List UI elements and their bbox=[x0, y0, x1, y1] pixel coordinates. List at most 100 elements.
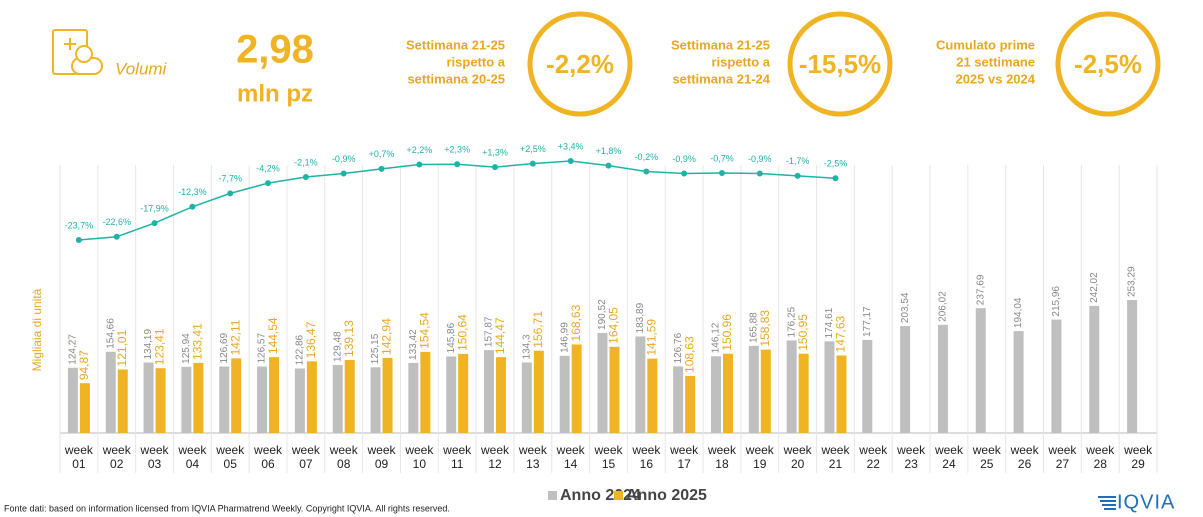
data-label: 150,96 bbox=[720, 314, 734, 351]
point bbox=[605, 162, 612, 169]
data-label: 253,29 bbox=[1127, 266, 1138, 297]
kpi-value: -2,5% bbox=[1074, 49, 1142, 79]
x-tick-label: week 04 bbox=[177, 443, 207, 471]
bar bbox=[559, 355, 570, 433]
x-tick-label: week 23 bbox=[896, 443, 926, 471]
kpi-text: Cumulato prime bbox=[936, 37, 1035, 52]
data-label: 154,54 bbox=[418, 312, 432, 349]
data-label: -7,7% bbox=[218, 174, 242, 184]
x-tick-label: week 01 bbox=[64, 443, 94, 471]
point bbox=[832, 175, 839, 182]
data-label: -0,2% bbox=[635, 152, 659, 162]
x-tick-label: week 24 bbox=[934, 443, 964, 471]
bar bbox=[533, 350, 544, 433]
x-tick-label: week 20 bbox=[783, 443, 813, 471]
data-label: 203,54 bbox=[900, 292, 911, 323]
logo: IQVIA bbox=[1117, 491, 1175, 513]
data-label: 174,61 bbox=[824, 307, 835, 338]
x-tick-label: week 10 bbox=[404, 443, 434, 471]
point bbox=[416, 161, 423, 168]
data-label: 237,69 bbox=[975, 274, 986, 305]
kpi-value: 2,98 bbox=[236, 28, 314, 72]
data-label: 150,64 bbox=[455, 314, 469, 351]
data-label: 144,54 bbox=[266, 317, 280, 354]
data-label: 194,04 bbox=[1013, 297, 1024, 328]
volume-icon bbox=[52, 29, 103, 75]
data-label: -23,7% bbox=[65, 220, 94, 230]
bar bbox=[673, 366, 684, 433]
data-label: 146,99 bbox=[559, 322, 570, 353]
data-label: 142,11 bbox=[228, 319, 242, 355]
data-label: -1,7% bbox=[786, 156, 810, 166]
bar bbox=[521, 362, 532, 433]
x-tick-label: week 25 bbox=[972, 443, 1002, 471]
x-tick-label: week 29 bbox=[1123, 443, 1153, 471]
x-tick-label: week 19 bbox=[745, 443, 775, 471]
point bbox=[340, 170, 347, 177]
kpi-text: 2025 vs 2024 bbox=[955, 71, 1035, 86]
data-label: 150,95 bbox=[796, 314, 810, 351]
kpi-text: Settimana 21-25 bbox=[671, 37, 770, 52]
data-label: -2,1% bbox=[294, 157, 318, 167]
point bbox=[265, 180, 272, 187]
data-label: 206,02 bbox=[938, 291, 949, 322]
bar bbox=[975, 308, 986, 433]
data-label: 129,48 bbox=[332, 331, 343, 362]
bar bbox=[294, 368, 305, 433]
kpi-circle bbox=[787, 11, 893, 117]
bar bbox=[269, 357, 280, 433]
x-tick-label: week 03 bbox=[140, 443, 170, 471]
data-label: -0,9% bbox=[332, 154, 356, 164]
x-tick-label: week 26 bbox=[1010, 443, 1040, 471]
x-tick-label: week 16 bbox=[631, 443, 661, 471]
data-label: -4,2% bbox=[256, 164, 280, 174]
data-label: 125,15 bbox=[370, 333, 381, 364]
data-label: 242,02 bbox=[1089, 272, 1100, 303]
x-tick-label: week 12 bbox=[480, 443, 510, 471]
source: Fonte dati: based on information license… bbox=[4, 503, 450, 513]
data-label: 164,05 bbox=[607, 307, 621, 344]
bar bbox=[332, 365, 343, 433]
data-label: 133,41 bbox=[191, 323, 205, 360]
data-label: 183,89 bbox=[635, 302, 646, 333]
bar bbox=[609, 346, 620, 433]
point bbox=[454, 161, 461, 168]
data-label: 122,86 bbox=[295, 334, 306, 365]
data-label: 168,63 bbox=[569, 304, 583, 341]
data-label: +0,7% bbox=[369, 149, 395, 159]
data-label: +2,3% bbox=[444, 145, 470, 155]
data-label: 176,25 bbox=[786, 306, 797, 337]
x-tick-label: week 13 bbox=[518, 443, 548, 471]
x-tick-label: week 21 bbox=[820, 443, 850, 471]
point bbox=[378, 165, 385, 172]
bar bbox=[635, 336, 646, 433]
kpi-unit: mln pz bbox=[237, 80, 313, 107]
bar bbox=[760, 349, 771, 433]
data-label: 145,86 bbox=[446, 322, 457, 353]
data-label: -0,9% bbox=[672, 154, 696, 164]
bar bbox=[446, 356, 457, 433]
y-axis-label: Migliaia di unità bbox=[30, 288, 44, 371]
x-tick-label: week 11 bbox=[442, 443, 472, 471]
data-label: 123,41 bbox=[153, 328, 167, 365]
data-label: 133,42 bbox=[408, 329, 419, 360]
data-label: -12,3% bbox=[178, 187, 207, 197]
data-label: +1,3% bbox=[482, 147, 508, 157]
kpi-circle bbox=[1055, 11, 1161, 117]
data-label: 121,01 bbox=[115, 329, 129, 366]
data-label: 141,59 bbox=[644, 319, 658, 356]
bar bbox=[231, 358, 242, 433]
x-tick-label: week 08 bbox=[329, 443, 359, 471]
bar bbox=[647, 358, 658, 433]
point bbox=[529, 160, 536, 167]
bar bbox=[117, 369, 128, 433]
bar bbox=[900, 326, 911, 433]
data-label: 125,94 bbox=[181, 333, 192, 364]
bar bbox=[571, 344, 582, 433]
x-tick-label: week 27 bbox=[1047, 443, 1077, 471]
data-label: 147,63 bbox=[834, 315, 848, 352]
bar bbox=[408, 362, 419, 433]
data-label: +2,5% bbox=[520, 144, 546, 154]
data-label: +3,4% bbox=[558, 141, 584, 151]
data-label: 190,52 bbox=[597, 299, 608, 330]
